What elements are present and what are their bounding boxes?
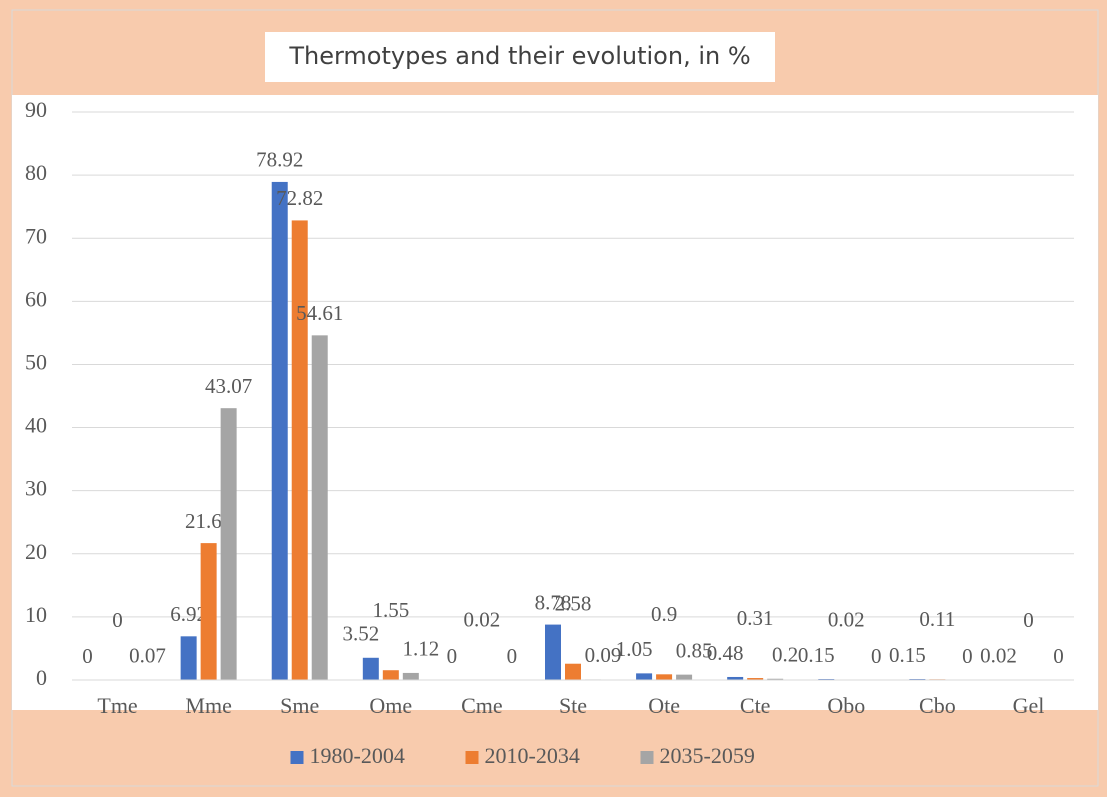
data-label: 78.92 xyxy=(256,148,303,172)
bar xyxy=(565,664,581,680)
bar xyxy=(201,543,217,680)
y-tick-label: 70 xyxy=(25,223,47,248)
y-tick-label: 10 xyxy=(25,602,47,627)
data-label: 0 xyxy=(1053,644,1064,668)
bar xyxy=(363,658,379,680)
y-tick-label: 90 xyxy=(25,97,47,122)
legend-label: 2010-2034 xyxy=(485,743,580,768)
bar xyxy=(383,670,399,680)
y-tick-label: 20 xyxy=(25,539,47,564)
x-tick-label: Cme xyxy=(461,693,503,718)
data-label: 0.02 xyxy=(828,608,865,632)
legend-label: 2035-2059 xyxy=(660,743,755,768)
data-label: 0 xyxy=(82,644,93,668)
data-label: 0 xyxy=(871,644,882,668)
data-label: 0.9 xyxy=(651,602,677,626)
x-tick-label: Tme xyxy=(97,693,137,718)
data-label: 0.15 xyxy=(798,643,835,667)
data-label: 0 xyxy=(507,644,518,668)
data-label: 1.12 xyxy=(402,637,439,661)
data-label: 1.05 xyxy=(616,637,653,661)
data-label: 43.07 xyxy=(205,374,252,398)
data-label: 0.31 xyxy=(737,606,774,630)
y-tick-label: 60 xyxy=(25,286,47,311)
data-label: 72.82 xyxy=(276,186,323,210)
data-label: 2.58 xyxy=(555,592,592,616)
x-tick-label: Cte xyxy=(740,693,771,718)
data-label: 3.52 xyxy=(342,622,379,646)
x-tick-label: Ote xyxy=(648,693,680,718)
data-label: 0.07 xyxy=(129,643,166,667)
data-label: 0.15 xyxy=(889,643,926,667)
x-tick-label: Gel xyxy=(1013,693,1045,718)
bar xyxy=(656,674,672,680)
y-tick-label: 30 xyxy=(25,476,47,501)
data-label: 0 xyxy=(112,608,123,632)
data-label: 1.55 xyxy=(372,598,409,622)
data-label: 0 xyxy=(1023,608,1034,632)
legend-label: 1980-2004 xyxy=(310,743,405,768)
data-label: 0.02 xyxy=(464,608,501,632)
data-label: 0.11 xyxy=(919,607,955,631)
bar xyxy=(312,335,328,680)
bar xyxy=(292,220,308,680)
data-label: 0.48 xyxy=(707,641,744,665)
bar xyxy=(272,182,288,680)
chart-title: Thermotypes and their evolution, in % xyxy=(288,42,750,70)
y-tick-label: 80 xyxy=(25,160,47,185)
bar xyxy=(545,625,561,680)
bar xyxy=(636,673,652,680)
bar xyxy=(403,673,419,680)
y-tick-label: 0 xyxy=(36,665,47,690)
data-label: 0 xyxy=(447,644,458,668)
y-tick-label: 40 xyxy=(25,413,47,438)
bar xyxy=(181,636,197,680)
legend-swatch xyxy=(466,751,479,764)
x-tick-label: Mme xyxy=(185,693,231,718)
data-label: 54.61 xyxy=(296,301,343,325)
legend-swatch xyxy=(291,751,304,764)
data-label: 0.02 xyxy=(980,644,1017,668)
x-tick-label: Ste xyxy=(559,693,587,718)
y-tick-label: 50 xyxy=(25,349,47,374)
x-tick-label: Obo xyxy=(827,693,865,718)
bar xyxy=(676,675,692,680)
legend-swatch xyxy=(641,751,654,764)
bar xyxy=(221,408,237,680)
x-tick-label: Cbo xyxy=(919,693,956,718)
x-tick-label: Sme xyxy=(280,693,319,718)
data-label: 0.2 xyxy=(772,643,798,667)
x-tick-label: Ome xyxy=(369,693,412,718)
data-label: 0 xyxy=(962,644,973,668)
